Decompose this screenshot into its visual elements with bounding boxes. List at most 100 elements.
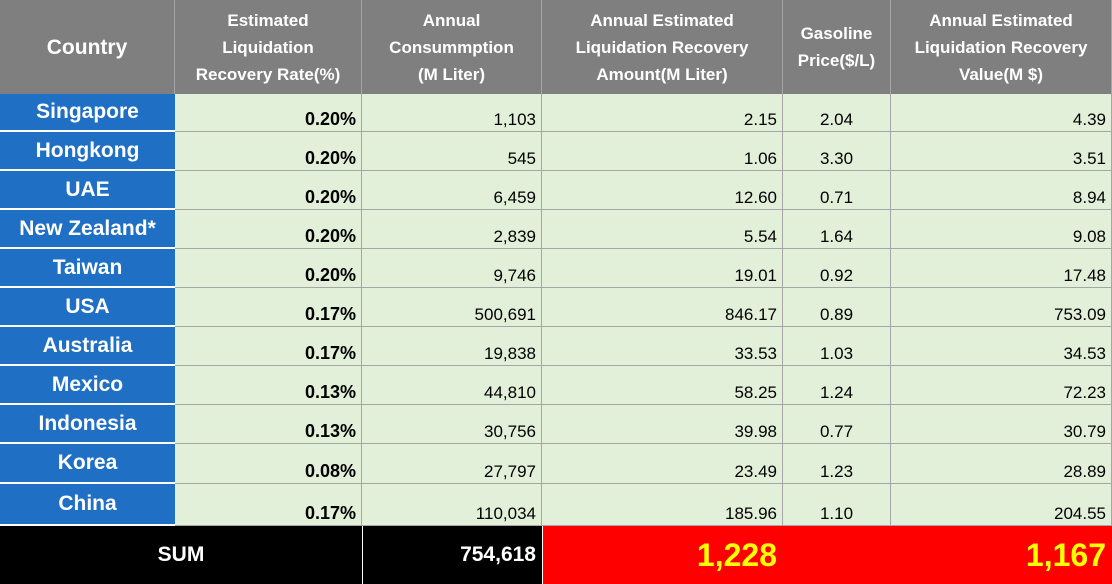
- rate-cell: 0.20%: [175, 249, 362, 288]
- consumption-cell: 27,797: [362, 444, 542, 484]
- gas-price-cell: 1.24: [783, 366, 891, 405]
- country-cell: China: [0, 484, 175, 526]
- country-cell: New Zealand*: [0, 210, 175, 249]
- rate-cell: 0.13%: [175, 366, 362, 405]
- recovery-amount-cell: 39.98: [542, 405, 783, 444]
- header-gas-price: Gasoline Price($/L): [783, 0, 891, 94]
- header-recovery-value-line: Liquidation Recovery: [914, 37, 1088, 57]
- recovery-amount-cell: 19.01: [542, 249, 783, 288]
- rate-cell: 0.20%: [175, 171, 362, 210]
- header-recovery-amount-line: Annual Estimated: [590, 10, 734, 30]
- sum-row: SUM 754,618 1,228 1,167: [0, 526, 1112, 584]
- recovery-amount-cell: 58.25: [542, 366, 783, 405]
- header-consumption-line: Annual: [422, 10, 481, 30]
- gas-price-cell: 0.77: [783, 405, 891, 444]
- header-gas-price-line: Gasoline: [800, 24, 873, 43]
- recovery-value-cell: 9.08: [891, 210, 1112, 249]
- table-row: UAE 0.20% 6,459 12.60 0.71 8.94: [0, 171, 1112, 210]
- recovery-amount-cell: 12.60: [542, 171, 783, 210]
- consumption-cell: 30,756: [362, 405, 542, 444]
- table-row: Indonesia 0.13% 30,756 39.98 0.77 30.79: [0, 405, 1112, 444]
- header-consumption: Annual Consummption (M Liter): [362, 0, 542, 94]
- recovery-amount-cell: 33.53: [542, 327, 783, 366]
- header-rate-line: Estimated: [227, 10, 309, 30]
- table-row: Hongkong 0.20% 545 1.06 3.30 3.51: [0, 132, 1112, 171]
- table-row: New Zealand* 0.20% 2,839 5.54 1.64 9.08: [0, 210, 1112, 249]
- rate-cell: 0.08%: [175, 444, 362, 484]
- table-row: Mexico 0.13% 44,810 58.25 1.24 72.23: [0, 366, 1112, 405]
- gas-price-cell: 0.71: [783, 171, 891, 210]
- table-row: Australia 0.17% 19,838 33.53 1.03 34.53: [0, 327, 1112, 366]
- header-rate-line: Liquidation: [222, 37, 314, 57]
- recovery-value-cell: 8.94: [891, 171, 1112, 210]
- recovery-amount-cell: 185.96: [542, 484, 783, 526]
- header-recovery-amount: Annual Estimated Liquidation Recovery Amou…: [542, 0, 783, 94]
- consumption-cell: 19,838: [362, 327, 542, 366]
- table-row: China 0.17% 110,034 185.96 1.10 204.55: [0, 484, 1112, 526]
- header-rate: Estimated Liquidation Recovery Rate(%): [175, 0, 362, 94]
- recovery-value-cell: 3.51: [891, 132, 1112, 171]
- gas-price-cell: 0.89: [783, 288, 891, 327]
- recovery-amount-cell: 23.49: [542, 444, 783, 484]
- gas-price-cell: 3.30: [783, 132, 891, 171]
- country-cell: USA: [0, 288, 175, 327]
- rate-cell: 0.17%: [175, 288, 362, 327]
- consumption-cell: 2,839: [362, 210, 542, 249]
- table-row: Taiwan 0.20% 9,746 19.01 0.92 17.48: [0, 249, 1112, 288]
- gas-price-cell: 1.10: [783, 484, 891, 526]
- header-consumption-line: (M Liter): [417, 64, 486, 84]
- sum-recovery-amount: 1,228: [542, 526, 783, 584]
- rate-cell: 0.20%: [175, 132, 362, 171]
- consumption-cell: 110,034: [362, 484, 542, 526]
- header-recovery-value: Annual Estimated Liquidation Recovery Valu…: [891, 0, 1112, 94]
- gas-price-cell: 1.23: [783, 444, 891, 484]
- header-row: Country Estimated Liquidation Recovery Rate…: [0, 0, 1112, 94]
- header-rate-line: Recovery Rate(%): [195, 64, 341, 84]
- rate-cell: 0.17%: [175, 484, 362, 526]
- country-cell: Hongkong: [0, 132, 175, 171]
- recovery-value-cell: 204.55: [891, 484, 1112, 526]
- consumption-cell: 44,810: [362, 366, 542, 405]
- recovery-value-cell: 17.48: [891, 249, 1112, 288]
- recovery-value-cell: 30.79: [891, 405, 1112, 444]
- country-cell: Singapore: [0, 94, 175, 132]
- header-gas-price-line: Price($/L): [797, 51, 876, 70]
- recovery-value-cell: 28.89: [891, 444, 1112, 484]
- rate-cell: 0.20%: [175, 210, 362, 249]
- sum-recovery-value: 1,167: [891, 526, 1112, 584]
- recovery-amount-cell: 1.06: [542, 132, 783, 171]
- recovery-value-cell: 753.09: [891, 288, 1112, 327]
- consumption-cell: 500,691: [362, 288, 542, 327]
- header-consumption-line: Consummption: [389, 37, 514, 57]
- country-cell: Indonesia: [0, 405, 175, 444]
- header-country: Country: [0, 0, 175, 94]
- header-country-line: Country: [46, 35, 128, 59]
- country-cell: Taiwan: [0, 249, 175, 288]
- consumption-cell: 545: [362, 132, 542, 171]
- consumption-cell: 1,103: [362, 94, 542, 132]
- table-row: USA 0.17% 500,691 846.17 0.89 753.09: [0, 288, 1112, 327]
- header-recovery-value-line: Annual Estimated: [929, 10, 1073, 30]
- recovery-amount-cell: 5.54: [542, 210, 783, 249]
- header-recovery-amount-line: Amount(M Liter): [596, 64, 728, 84]
- rate-cell: 0.17%: [175, 327, 362, 366]
- sum-consumption: 754,618: [362, 526, 542, 584]
- country-cell: Mexico: [0, 366, 175, 405]
- rate-cell: 0.20%: [175, 94, 362, 132]
- country-cell: Korea: [0, 444, 175, 484]
- consumption-cell: 9,746: [362, 249, 542, 288]
- recovery-value-cell: 4.39: [891, 94, 1112, 132]
- gas-price-cell: 1.03: [783, 327, 891, 366]
- gas-price-cell: 2.04: [783, 94, 891, 132]
- consumption-cell: 6,459: [362, 171, 542, 210]
- sum-empty-price: [783, 526, 891, 584]
- header-recovery-amount-line: Liquidation Recovery: [575, 37, 749, 57]
- table-row: Korea 0.08% 27,797 23.49 1.23 28.89: [0, 444, 1112, 484]
- recovery-value-cell: 72.23: [891, 366, 1112, 405]
- sum-label: SUM: [0, 526, 362, 584]
- country-cell: Australia: [0, 327, 175, 366]
- header-recovery-value-line: Value(M $): [958, 64, 1044, 84]
- country-cell: UAE: [0, 171, 175, 210]
- recovery-value-cell: 34.53: [891, 327, 1112, 366]
